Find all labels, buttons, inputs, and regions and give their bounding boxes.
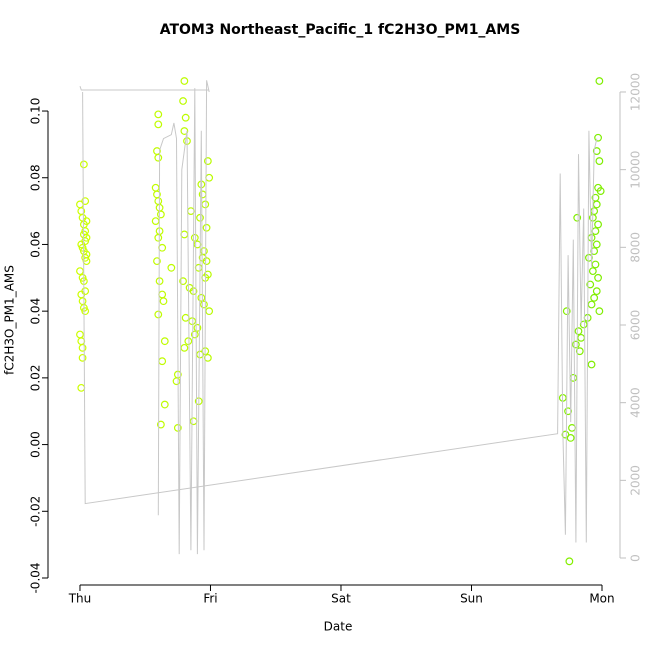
data-point xyxy=(154,233,163,242)
data-point xyxy=(190,330,199,339)
y-axis-label: fC2H3O_PM1_AMS xyxy=(3,265,17,375)
y2-tick-label: 0 xyxy=(629,554,643,562)
data-point xyxy=(579,320,588,329)
x-tick-label: Thu xyxy=(68,592,92,606)
data-point xyxy=(205,307,214,316)
data-point xyxy=(595,77,604,85)
data-point xyxy=(173,424,182,432)
data-point xyxy=(592,240,601,249)
data-point xyxy=(566,434,575,442)
y-tick-label: 0.08 xyxy=(29,164,43,191)
data-point xyxy=(179,97,187,105)
data-point xyxy=(592,287,601,296)
data-point xyxy=(564,407,572,416)
data-point xyxy=(180,127,189,135)
data-point xyxy=(81,307,90,316)
data-point xyxy=(78,343,87,352)
data-point xyxy=(154,110,163,119)
data-point xyxy=(590,293,599,302)
y2-tick-label: 8000 xyxy=(629,232,643,263)
data-line xyxy=(79,80,598,555)
data-point xyxy=(190,233,199,242)
data-point xyxy=(595,157,604,165)
y2-tick-label: 12000 xyxy=(629,73,643,111)
data-point xyxy=(156,420,165,429)
data-point xyxy=(594,133,602,142)
data-point xyxy=(596,187,605,195)
data-point xyxy=(592,147,601,155)
data-point xyxy=(571,340,580,349)
data-point xyxy=(562,307,571,316)
y-tick-label: -0.02 xyxy=(29,496,43,527)
data-point xyxy=(159,297,168,306)
data-point xyxy=(591,260,600,269)
y2-tick-label: 6000 xyxy=(629,310,643,341)
data-point xyxy=(154,310,163,319)
data-point xyxy=(81,197,90,205)
data-point xyxy=(202,257,211,266)
x-tick-label: Mon xyxy=(589,592,614,606)
data-point xyxy=(202,223,211,232)
data-point xyxy=(197,293,206,302)
data-point xyxy=(153,257,161,266)
data-point xyxy=(586,280,595,289)
data-point xyxy=(574,327,583,336)
data-point xyxy=(167,263,176,272)
data-point xyxy=(172,377,181,386)
data-point xyxy=(573,213,582,222)
data-point xyxy=(154,153,163,162)
y2-tick-label: 2000 xyxy=(629,465,643,496)
data-point xyxy=(565,557,574,566)
data-point xyxy=(588,267,597,276)
data-point xyxy=(200,300,208,309)
data-point xyxy=(184,337,193,346)
data-point xyxy=(587,360,596,369)
y-tick-label: 0.06 xyxy=(29,231,43,258)
data-point xyxy=(160,400,169,409)
y-tick-label: 0.10 xyxy=(29,98,43,125)
y2-tick-label: 10000 xyxy=(629,151,643,189)
data-point xyxy=(160,337,169,346)
data-point xyxy=(575,347,584,356)
data-point xyxy=(594,220,602,229)
data-point xyxy=(594,273,602,282)
data-point xyxy=(179,277,187,286)
data-point xyxy=(203,157,212,165)
data-point xyxy=(78,353,87,362)
chart-title: ATOM3 Northeast_Pacific_1 fC2H3O_PM1_AMS xyxy=(160,22,521,38)
data-point xyxy=(595,307,604,316)
y-tick-label: -0.04 xyxy=(29,562,43,593)
x-tick-label: Sun xyxy=(460,592,483,606)
data-point xyxy=(181,113,190,122)
data-point xyxy=(180,77,189,85)
x-tick-label: Fri xyxy=(203,592,217,606)
y-tick-label: 0.00 xyxy=(29,431,43,458)
data-point xyxy=(193,323,202,332)
x-axis-label: Date xyxy=(324,620,353,634)
data-point xyxy=(81,237,90,246)
data-point xyxy=(79,160,88,169)
y-tick-label: 0.04 xyxy=(29,298,43,325)
y2-tick-label: 4000 xyxy=(629,387,643,418)
y-tick-label: 0.02 xyxy=(29,365,43,392)
data-point xyxy=(154,120,163,129)
data-point xyxy=(156,210,165,219)
x-tick-label: Sat xyxy=(331,592,351,606)
